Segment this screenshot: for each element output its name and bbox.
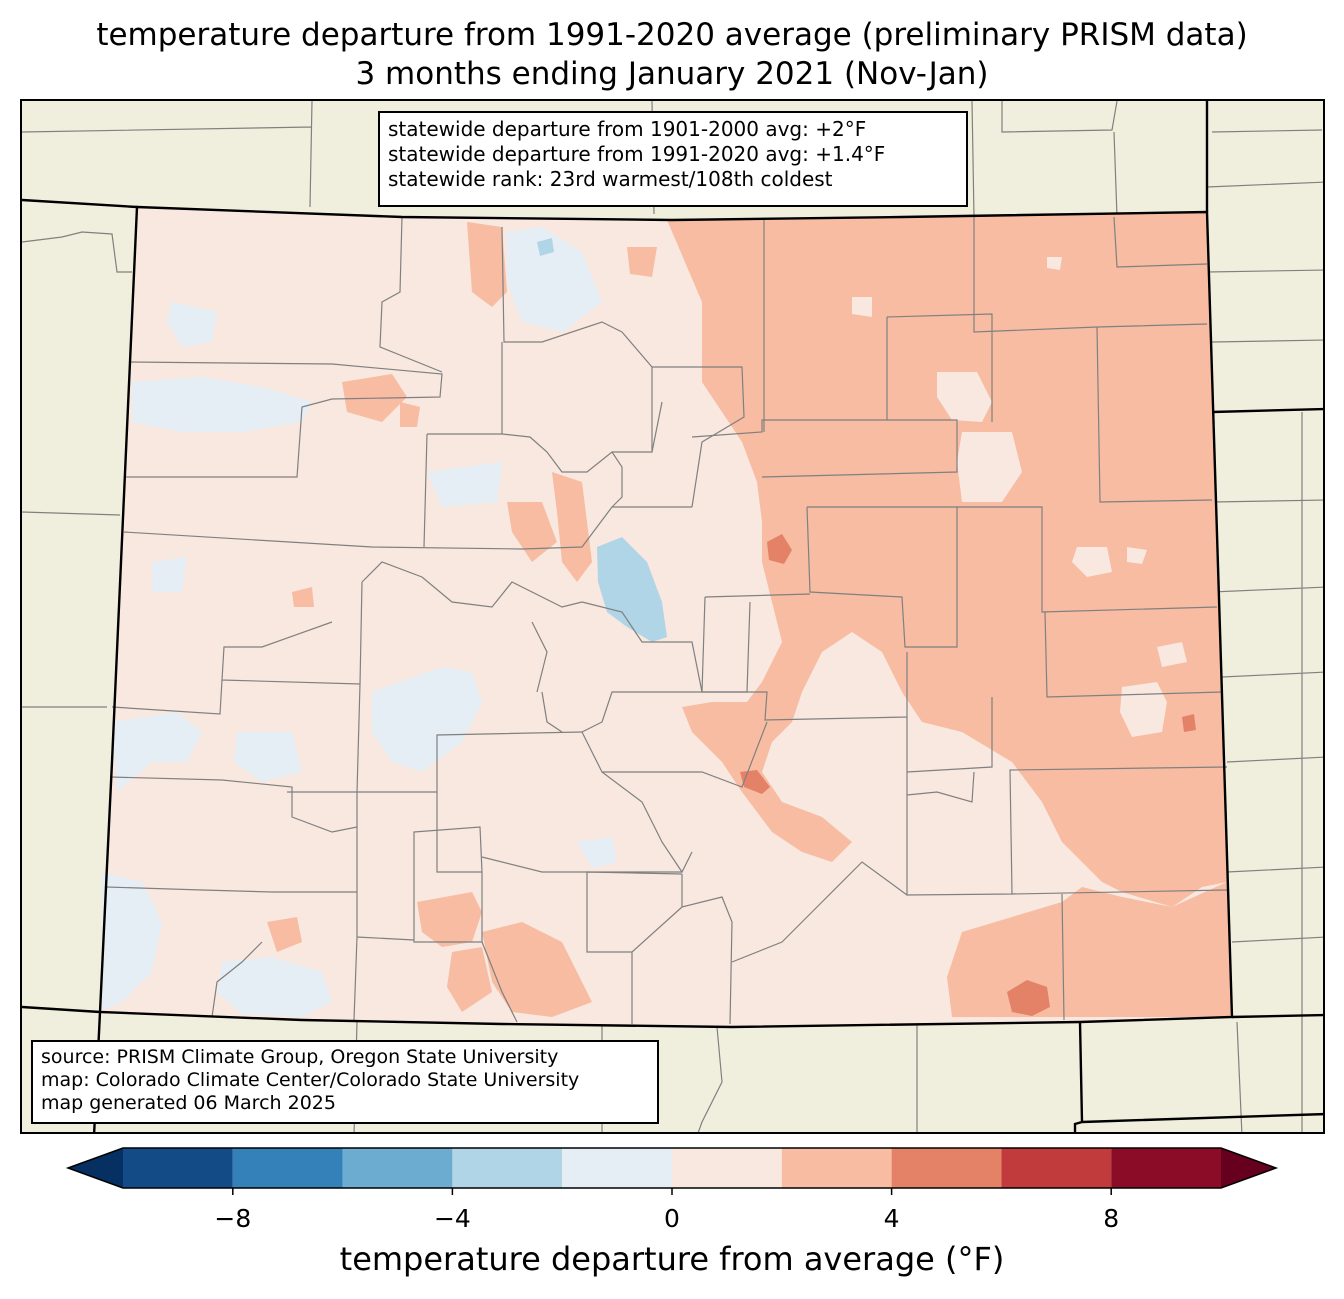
colorbar-bin-9 bbox=[1111, 1148, 1221, 1188]
colorado-county-lines bbox=[106, 216, 1228, 1025]
colorbar-extend-high bbox=[1221, 1148, 1276, 1188]
cold-departure-region bbox=[597, 537, 667, 642]
colorbar-extend-low bbox=[68, 1148, 123, 1188]
colorado-temperature-map bbox=[22, 101, 1323, 1132]
colorbar-bin-2 bbox=[342, 1148, 453, 1188]
hot-departure-spots bbox=[740, 534, 1196, 1016]
source-line: source: PRISM Climate Group, Oregon Stat… bbox=[41, 1046, 559, 1068]
colorbar-outline bbox=[65, 1147, 1279, 1189]
colorbar-bin-3 bbox=[452, 1148, 563, 1188]
colorbar-tick-label-0: −8 bbox=[214, 1204, 252, 1233]
near-normal-islands bbox=[817, 257, 1187, 782]
stats-departure-1901-2000: statewide departure from 1901-2000 avg: … bbox=[388, 117, 867, 141]
statewide-stats-box: statewide departure from 1901-2000 avg: … bbox=[378, 111, 968, 207]
colorbar-bin-4 bbox=[562, 1148, 672, 1188]
colorbar-bin-8 bbox=[1001, 1148, 1112, 1188]
colorbar-tick-label-2: 0 bbox=[664, 1204, 680, 1233]
map-credit-line: map: Colorado Climate Center/Colorado St… bbox=[41, 1069, 580, 1091]
stats-departure-1991-2020: statewide departure from 1991-2020 avg: … bbox=[388, 142, 886, 166]
stats-rank: statewide rank: 23rd warmest/108th colde… bbox=[388, 167, 833, 191]
warm-departure-regions bbox=[267, 212, 1232, 1017]
map-generated-line: map generated 06 March 2025 bbox=[41, 1092, 336, 1114]
colorbar-bin-6 bbox=[781, 1148, 892, 1188]
map-frame bbox=[20, 99, 1325, 1134]
colorbar-tick-label-1: −4 bbox=[433, 1204, 471, 1233]
colorbar-bin-5 bbox=[672, 1148, 782, 1188]
colorbar-tick-label-3: 4 bbox=[883, 1204, 900, 1233]
map-title-line-2: 3 months ending January 2021 (Nov-Jan) bbox=[355, 56, 989, 92]
colorbar-bin-0 bbox=[123, 1148, 233, 1188]
cool-departure-regions bbox=[102, 227, 617, 1017]
source-credit-box: source: PRISM Climate Group, Oregon Stat… bbox=[31, 1040, 659, 1124]
colorbar-bin-7 bbox=[891, 1148, 1002, 1188]
colorbar-label: temperature departure from average (°F) bbox=[339, 1240, 1005, 1278]
map-title-line-1: temperature departure from 1991-2020 ave… bbox=[96, 17, 1248, 53]
colorbar-bin-1 bbox=[232, 1148, 343, 1188]
colorbar-tick-label-4: 8 bbox=[1103, 1204, 1120, 1233]
cold-departure-spot bbox=[537, 238, 554, 256]
colorbar bbox=[65, 1147, 1279, 1195]
